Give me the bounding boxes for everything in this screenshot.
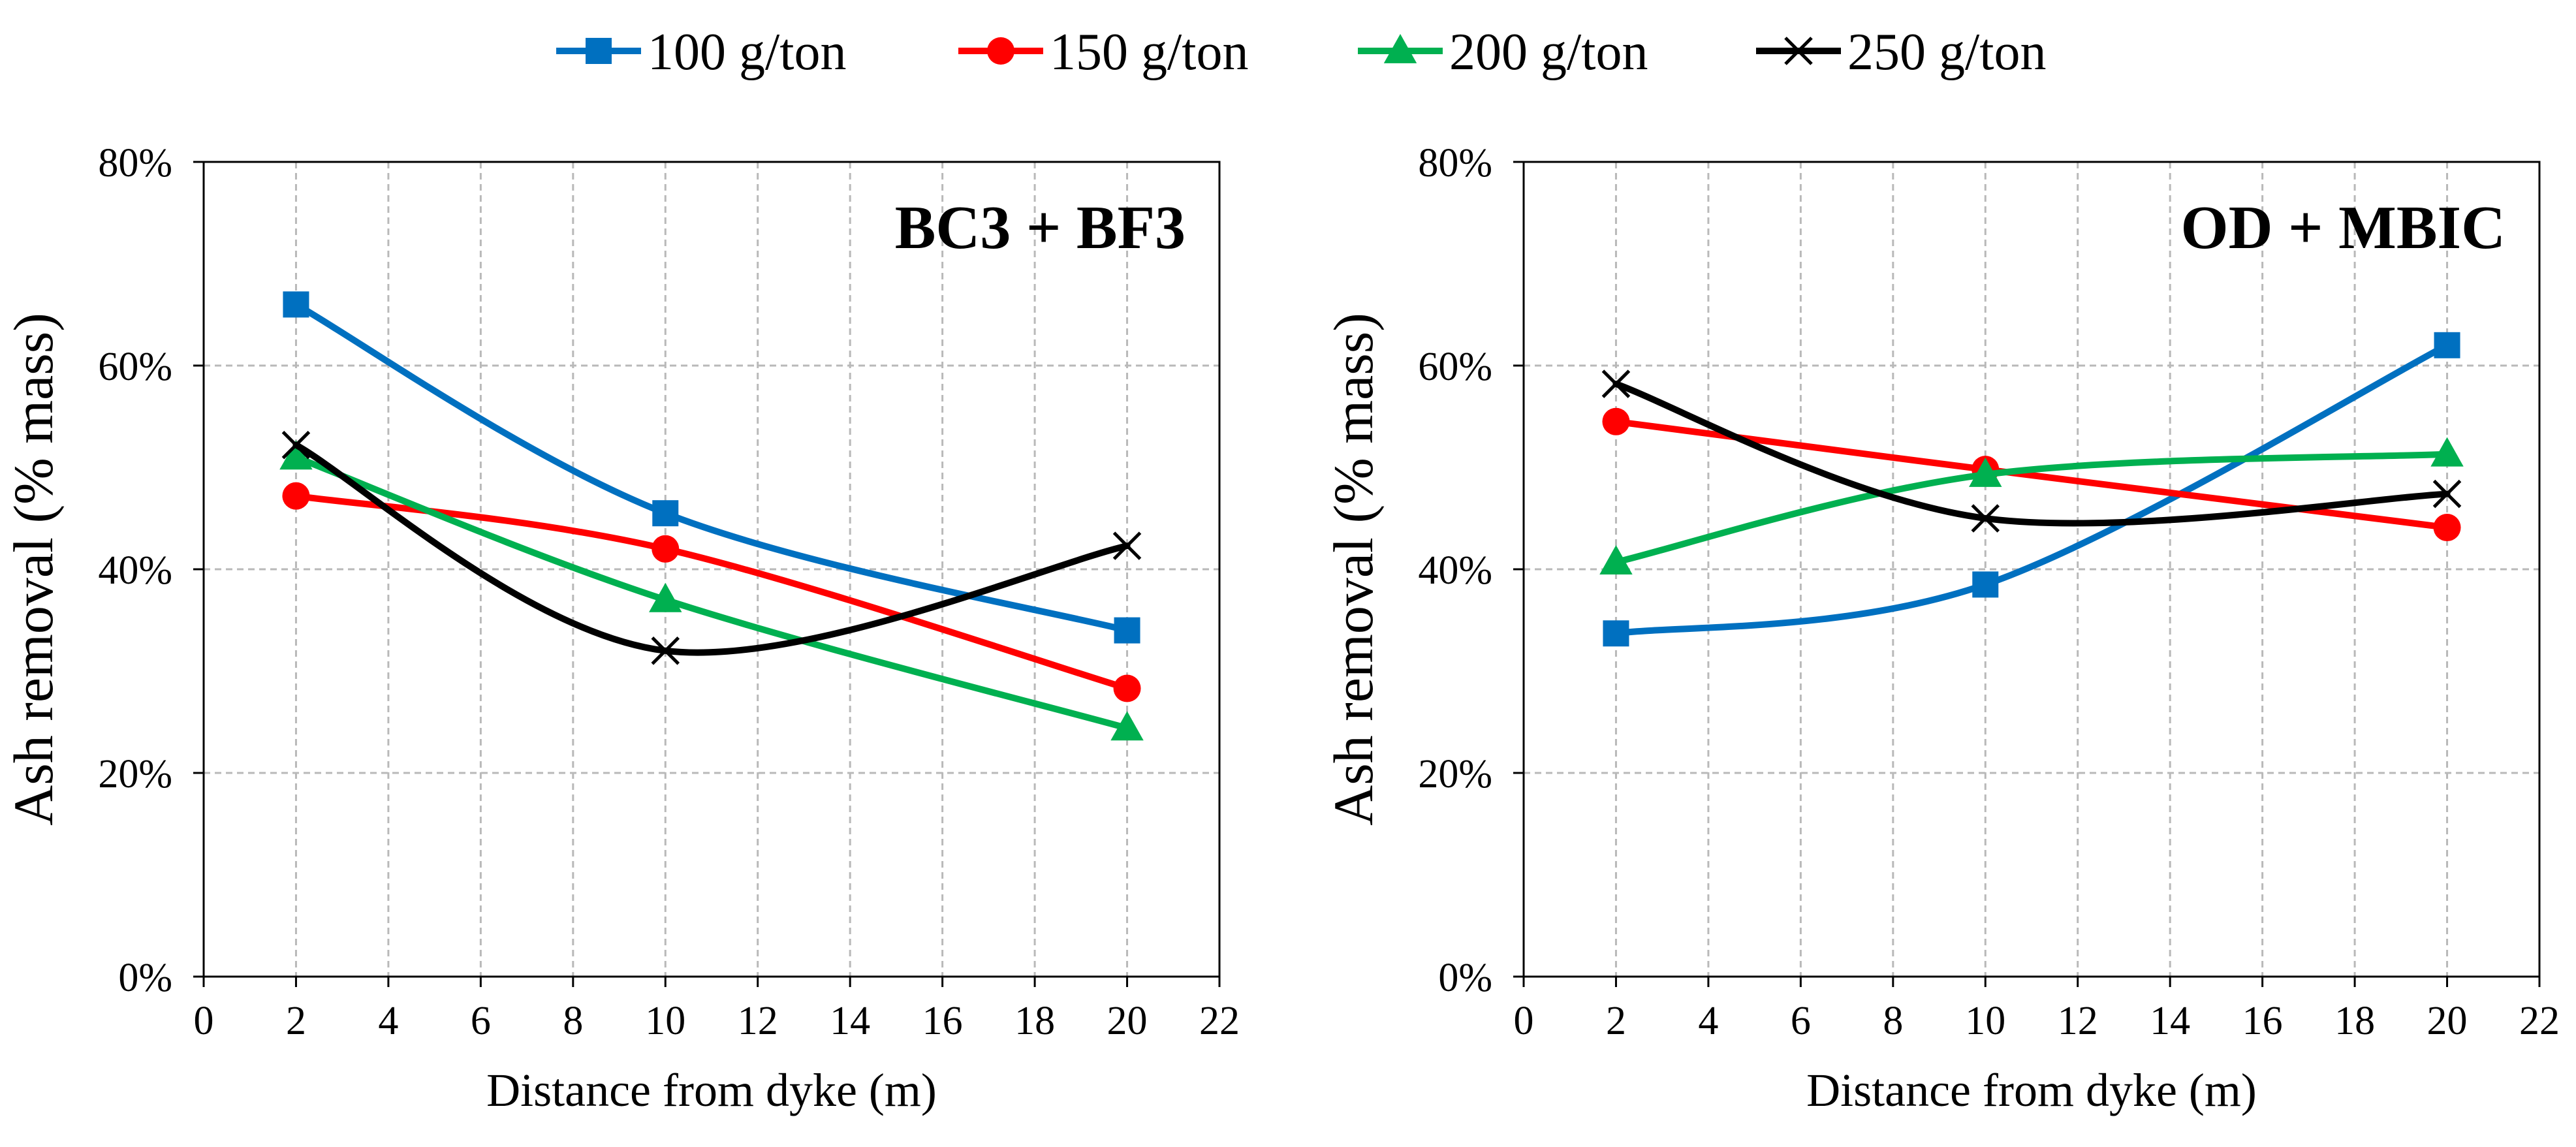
legend-item-100-g-ton: 100 g/ton [556, 24, 846, 81]
data-point [1112, 531, 1142, 560]
y-tick-label: 60% [1418, 345, 1492, 389]
data-point [1601, 369, 1631, 398]
legend-label: 200 g/ton [1449, 24, 1648, 81]
x-tick-label: 22 [2519, 999, 2560, 1043]
x-tick-label: 2 [286, 999, 306, 1043]
x-axis-label: Distance from dyke (m) [1806, 1064, 2257, 1116]
series-150-g-ton [282, 482, 1141, 702]
series-line [1612, 341, 2451, 637]
data-point [2434, 332, 2460, 358]
data-point [281, 430, 311, 460]
series-100-g-ton [1603, 332, 2460, 647]
y-tick-label: 0% [1438, 956, 1492, 1000]
legend-label: 100 g/ton [648, 24, 846, 81]
x-tick-label: 18 [1014, 999, 1055, 1043]
y-tick-label: 40% [98, 548, 172, 593]
y-tick-label: 80% [1418, 141, 1492, 185]
x-tick-label: 16 [922, 999, 963, 1043]
y-axis-label: Ash removal (% mass) [1322, 313, 1385, 826]
chart-panel-bc3-bf3: 0 2 4 6 8 10 12 14 16 18 20 22 0% 20% 40% 60% 80% Distanc… [2, 141, 1240, 1116]
series-250-g-ton [281, 430, 1142, 665]
legend-label: 250 g/ton [1847, 24, 2046, 81]
x-tick-label: 14 [2150, 999, 2190, 1043]
data-point [1599, 545, 1633, 574]
series-200-g-ton [279, 440, 1144, 741]
x-tick-label: 16 [2242, 999, 2283, 1043]
y-axis-label: Ash removal (% mass) [2, 313, 65, 826]
data-point [282, 482, 310, 510]
x-tick-label: 12 [738, 999, 778, 1043]
chart-panel-od-mbic: 0 2 4 6 8 10 12 14 16 18 20 22 0% 20% 40% 60% 80% Distanc… [1322, 141, 2560, 1116]
data-point [1969, 457, 2002, 487]
x-tick-label: 10 [645, 999, 685, 1043]
data-point [2430, 437, 2464, 467]
y-tick-label: 80% [98, 141, 172, 185]
x-tick-label: 8 [1883, 999, 1903, 1043]
data-point [2432, 479, 2462, 509]
x-tick-label: 20 [2427, 999, 2468, 1043]
x-tick-label: 4 [378, 999, 398, 1043]
x-tick-label: 2 [1606, 999, 1626, 1043]
series-200-g-ton [1599, 437, 2464, 574]
x-tick-label: 8 [563, 999, 583, 1043]
x-tick-label: 12 [2058, 999, 2098, 1043]
legend-label: 150 g/ton [1050, 24, 1248, 81]
data-point [1110, 711, 1144, 741]
x-tick-label: 0 [1514, 999, 1534, 1043]
data-point [1971, 504, 2000, 533]
y-tick-label: 20% [1418, 752, 1492, 796]
panel-title: BC3 + BF3 [895, 194, 1186, 262]
x-tick-label: 0 [194, 999, 214, 1043]
data-point [651, 636, 680, 665]
data-point [1114, 617, 1140, 644]
panel-title: OD + MBIC [2181, 194, 2505, 262]
x-axis-label: Distance from dyke (m) [486, 1064, 937, 1116]
legend-marker-x-icon [1784, 37, 1813, 65]
y-tick-label: 60% [98, 345, 172, 389]
legend-marker-triangle-icon [1383, 33, 1417, 63]
legend-item-250-g-ton: 250 g/ton [1756, 24, 2046, 81]
x-tick-label: 6 [471, 999, 491, 1043]
x-tick-label: 14 [830, 999, 870, 1043]
data-point [652, 500, 679, 527]
y-tick-label: 40% [1418, 548, 1492, 593]
x-tick-label: 20 [1107, 999, 1148, 1043]
series-250-g-ton [1601, 369, 2462, 533]
x-tick-label: 10 [1965, 999, 2005, 1043]
y-tick-label: 20% [98, 752, 172, 796]
panels: 0 2 4 6 8 10 12 14 16 18 20 220%20%40%60%80%Distanc… [2, 141, 2560, 1116]
series-100-g-ton [283, 291, 1140, 644]
data-point [2433, 514, 2461, 542]
legend-item-150-g-ton: 150 g/ton [958, 24, 1248, 81]
x-tick-label: 4 [1698, 999, 1718, 1043]
legend: 100 g/ton 150 g/ton 200 g/ton 250 g/ton [556, 24, 2046, 81]
data-point [1603, 620, 1629, 647]
data-point [652, 535, 680, 563]
data-point [1602, 407, 1630, 435]
data-point [1113, 674, 1141, 702]
x-tick-label: 22 [1199, 999, 1240, 1043]
data-point [283, 291, 309, 318]
x-tick-label: 18 [2334, 999, 2375, 1043]
y-tick-label: 0% [118, 956, 172, 1000]
legend-item-200-g-ton: 200 g/ton [1358, 24, 1648, 81]
series-line [292, 492, 1131, 692]
data-point [279, 440, 313, 470]
x-tick-label: 6 [1791, 999, 1811, 1043]
data-point [1972, 571, 1999, 598]
data-point [649, 582, 682, 612]
legend-marker-circle-icon [987, 37, 1014, 65]
legend-marker-square-icon [586, 38, 612, 64]
